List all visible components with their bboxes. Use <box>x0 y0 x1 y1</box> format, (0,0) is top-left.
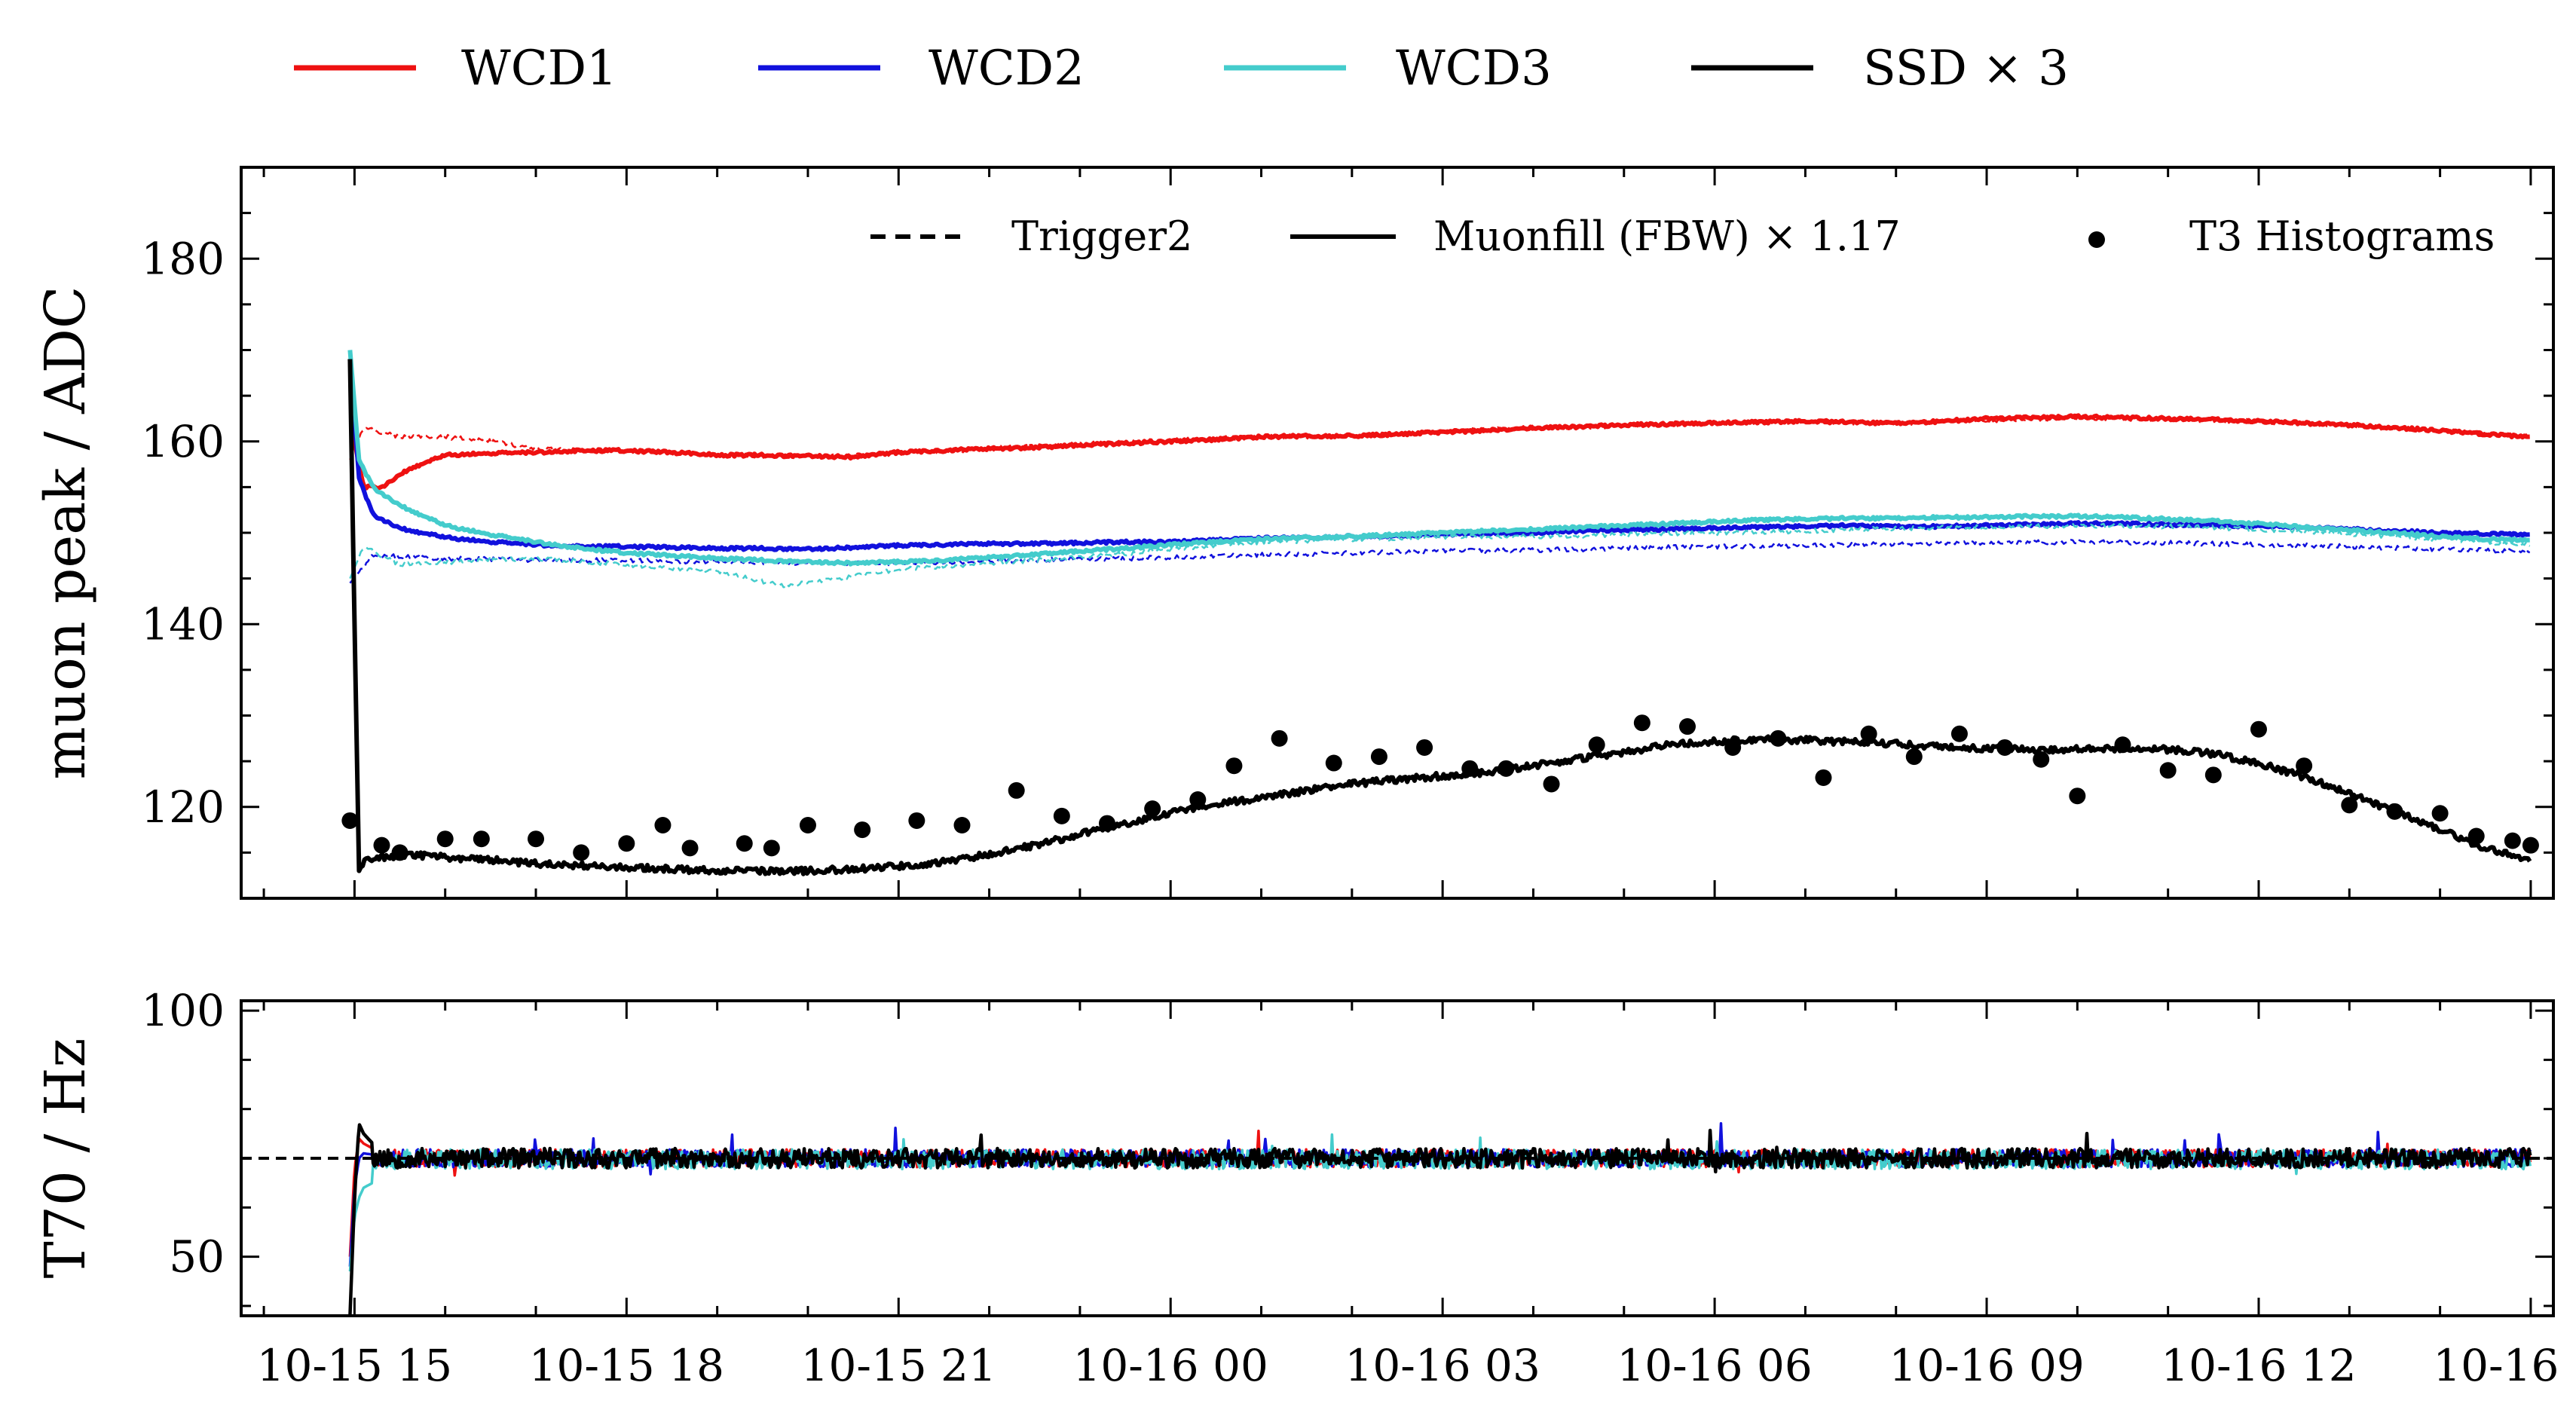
point-t3-histograms <box>436 830 454 848</box>
point-t3-histograms <box>2341 797 2358 814</box>
series-line-wcd1 <box>347 359 2531 491</box>
point-t3-histograms <box>681 840 699 857</box>
top-panel: 120 140 160 180 muon peak / ADC Trigger2 Mu… <box>33 166 2555 900</box>
y-tick-label: 50 <box>169 1231 225 1283</box>
point-t3-histograms <box>654 817 672 833</box>
point-t3-histograms <box>1008 781 1025 799</box>
bottom-panel-ylabel: T70 / Hz <box>33 1038 98 1278</box>
y-tick-label: 140 <box>141 598 225 650</box>
top-panel-ylabel: muon peak / ADC <box>33 286 98 779</box>
point-t3-histograms <box>2033 751 2050 768</box>
point-t3-histograms <box>473 830 490 848</box>
x-tick-label: 10-16 09 <box>1889 1340 2084 1391</box>
top-panel-series <box>341 350 2539 876</box>
point-t3-histograms <box>2504 832 2521 849</box>
legend-inner: Trigger2 Muonfill (FBW) × 1.17 T3 Histog… <box>870 213 2495 260</box>
point-t3-histograms <box>2522 836 2539 854</box>
point-t3-histograms <box>2296 757 2313 775</box>
y-tick-label: 160 <box>141 416 225 467</box>
point-t3-histograms <box>1225 757 1243 775</box>
series-line-wcd1-trigger2 <box>349 414 2531 460</box>
legend-label-wcd2: WCD2 <box>929 41 1085 96</box>
point-t3-histograms <box>1098 815 1115 832</box>
point-t3-histograms <box>1370 748 1387 766</box>
rate-line-wcd2 <box>348 1122 2532 1267</box>
bottom-panel-frame <box>240 999 2555 1317</box>
legend-label-ssd: SSD × 3 <box>1863 41 2069 96</box>
legend-top: WCD1 WCD2 WCD3 SSD × 3 <box>294 41 2069 96</box>
x-tick-label: 10-15 15 <box>257 1340 452 1391</box>
point-t3-histograms <box>1498 760 1515 777</box>
point-t3-histograms <box>2467 827 2485 845</box>
point-t3-histograms <box>391 844 408 861</box>
point-t3-histograms <box>1905 748 1923 766</box>
y-tick-label: 180 <box>141 233 225 284</box>
y-tick-label: 120 <box>141 781 225 833</box>
point-t3-histograms <box>573 844 590 861</box>
series-line-wcd3-trigger2 <box>349 522 2531 589</box>
point-t3-histograms <box>1588 736 1605 754</box>
point-t3-histograms <box>2250 720 2267 738</box>
point-t3-histograms <box>854 821 871 839</box>
point-t3-histograms <box>763 840 780 857</box>
x-axis-tick-labels: 10-15 15 10-15 18 10-15 21 10-16 00 10-16 03… <box>257 1340 2576 1391</box>
point-t3-histograms <box>1679 718 1696 736</box>
point-t3-histograms <box>373 836 390 854</box>
series-line-wcd2-trigger2 <box>349 539 2531 584</box>
point-t3-histograms <box>799 817 816 833</box>
point-t3-histograms <box>1189 791 1207 809</box>
point-t3-histograms <box>1543 775 1560 793</box>
series-line-ssd-3 <box>347 359 2532 876</box>
point-t3-histograms <box>1416 739 1433 756</box>
rate-line-ssd-3 <box>348 1123 2532 1317</box>
point-t3-histograms <box>2069 788 2086 805</box>
point-t3-histograms <box>2204 766 2222 784</box>
point-t3-histograms <box>1815 769 1832 786</box>
point-t3-histograms <box>1271 729 1288 747</box>
point-t3-histograms <box>341 812 359 829</box>
point-t3-histograms <box>1325 754 1342 772</box>
point-t3-histograms <box>1053 807 1070 824</box>
point-t3-histograms <box>528 830 545 848</box>
point-t3-histograms <box>1144 800 1161 818</box>
point-t3-histograms <box>2431 805 2449 822</box>
point-t3-histograms <box>1633 714 1651 732</box>
point-t3-histograms <box>908 812 925 829</box>
x-tick-label: 10-16 12 <box>2161 1340 2356 1391</box>
point-t3-histograms <box>1724 739 1742 756</box>
legend-inner-swatch-t3 <box>2088 231 2105 248</box>
point-t3-histograms <box>1770 729 1787 747</box>
point-t3-histograms <box>618 835 635 852</box>
x-tick-label: 10-16 00 <box>1072 1340 1268 1391</box>
point-t3-histograms <box>1461 760 1479 777</box>
y-tick-label: 100 <box>141 985 225 1036</box>
bottom-panel-series <box>241 1122 2553 1317</box>
point-t3-histograms <box>2114 736 2131 754</box>
point-t3-histograms <box>2159 762 2177 779</box>
point-t3-histograms <box>1860 725 1877 742</box>
top-panel-ticks: 120 140 160 180 <box>141 166 2553 900</box>
point-t3-histograms <box>736 835 753 852</box>
x-tick-label: 10-15 21 <box>801 1340 996 1391</box>
legend-inner-label-trigger2: Trigger2 <box>1011 213 1192 260</box>
legend-label-wcd3: WCD3 <box>1396 41 1552 96</box>
legend-inner-label-t3: T3 Histograms <box>2189 213 2495 260</box>
bottom-panel-ticks: 50 100 <box>141 985 2553 1316</box>
x-tick-label: 10-16 06 <box>1617 1340 1812 1391</box>
x-tick-label: 10-16 15 <box>2433 1340 2576 1391</box>
legend-inner-label-muonfill: Muonfill (FBW) × 1.17 <box>1433 213 1901 260</box>
point-t3-histograms <box>1996 739 2014 756</box>
series-line-wcd3 <box>347 350 2531 567</box>
x-tick-label: 10-16 03 <box>1345 1340 1540 1391</box>
point-t3-histograms <box>2386 803 2403 820</box>
x-tick-label: 10-15 18 <box>529 1340 724 1391</box>
top-panel-frame <box>240 166 2555 900</box>
bottom-panel: 50 100 T70 / Hz <box>33 985 2555 1317</box>
point-t3-histograms <box>1950 725 1968 742</box>
point-t3-histograms <box>953 817 971 833</box>
legend-label-wcd1: WCD1 <box>461 41 617 96</box>
